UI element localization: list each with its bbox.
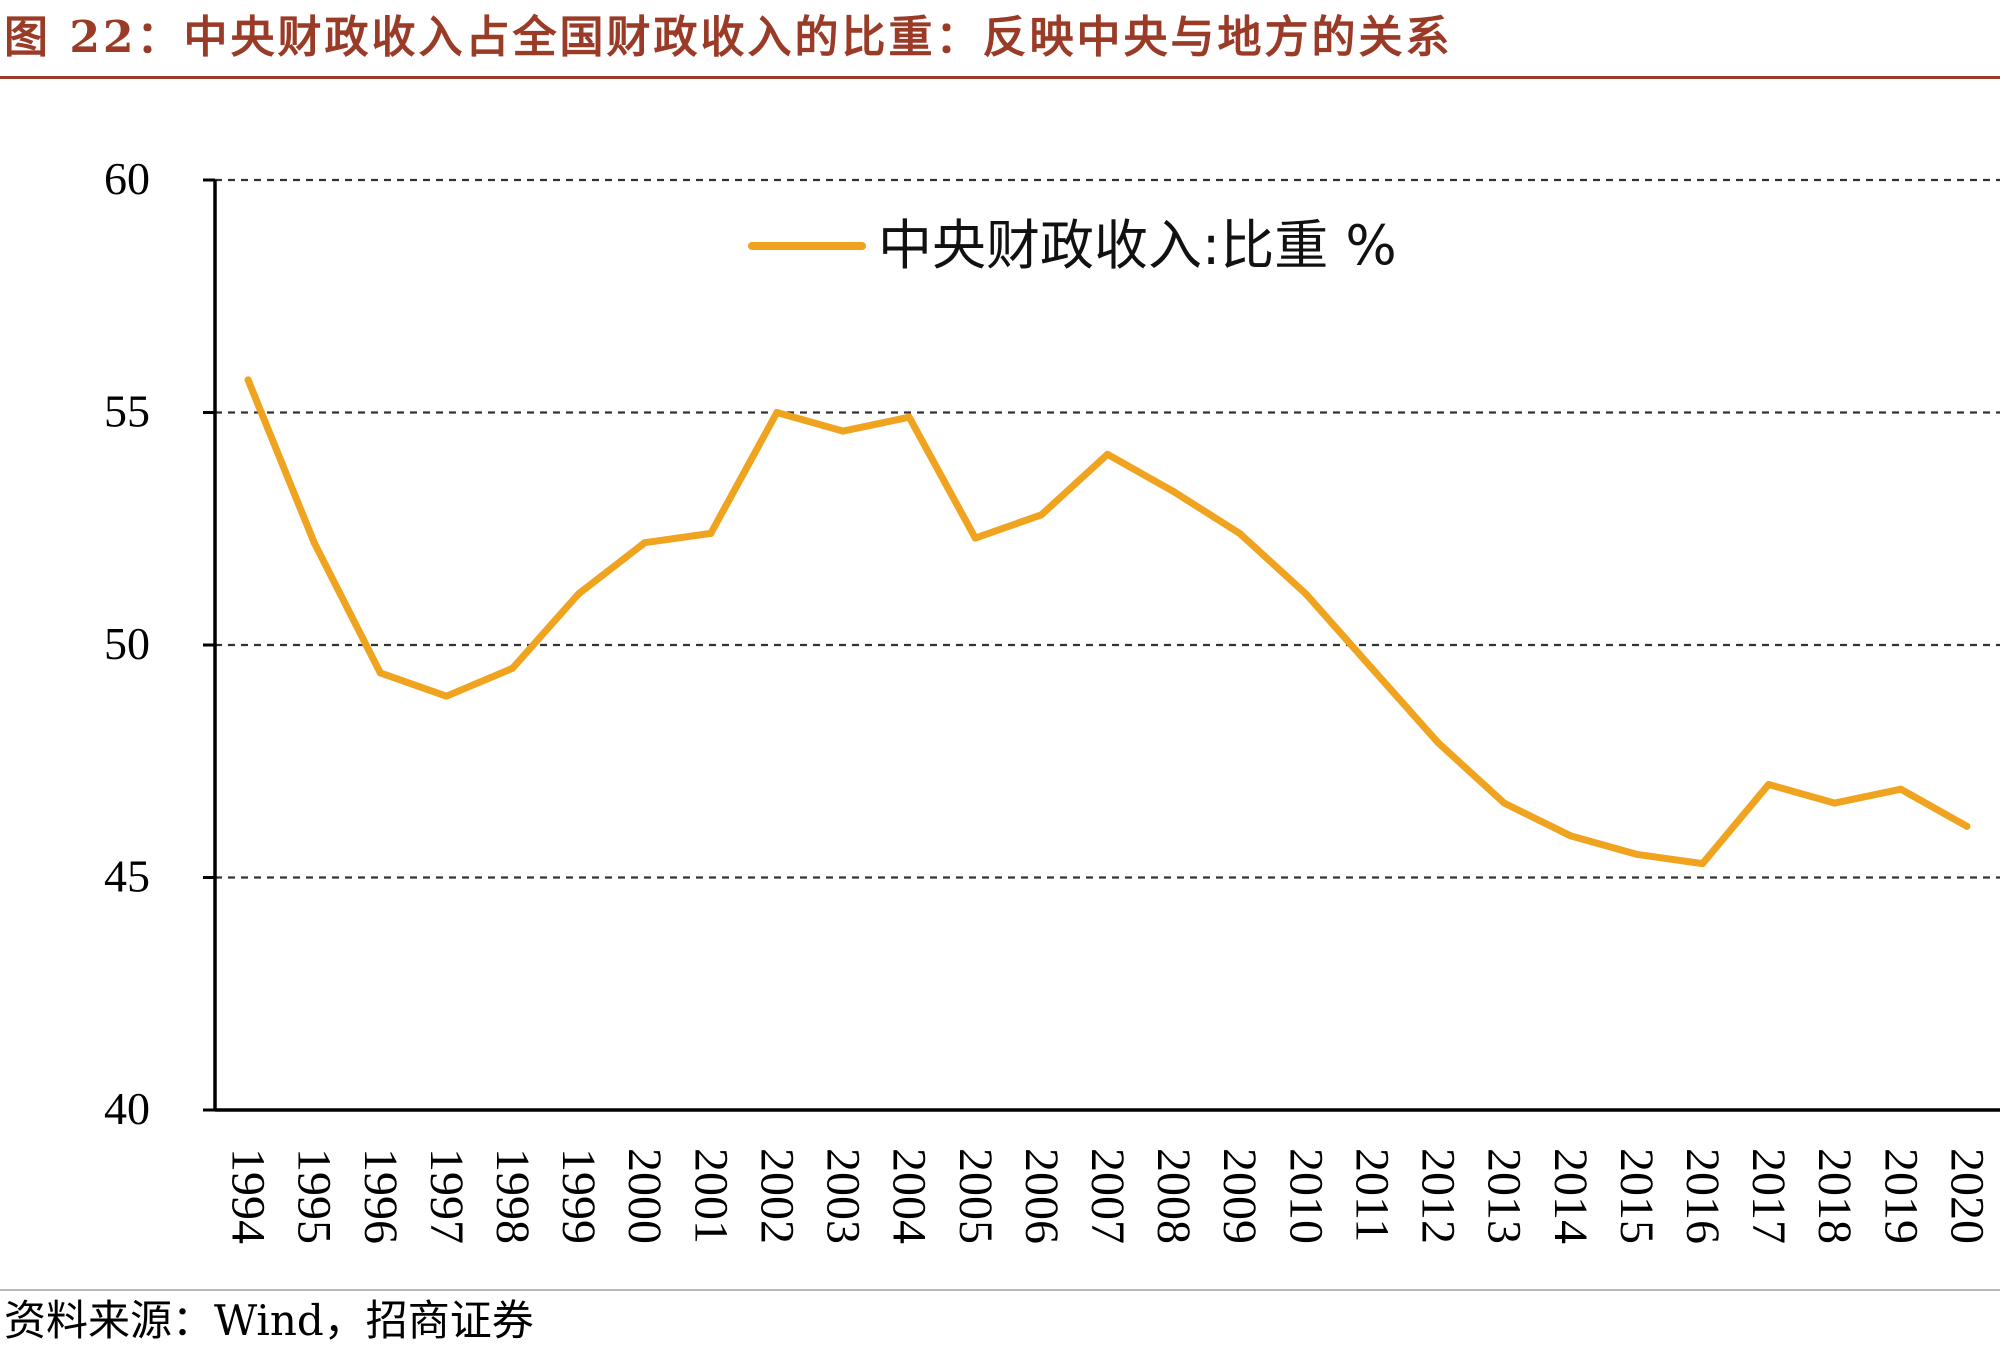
data-point [1302,590,1310,598]
x-tick-label: 2019 [1874,1148,1927,1244]
data-point [244,376,252,384]
x-tick-label: 2008 [1147,1148,1200,1244]
x-tick-label: 2002 [750,1148,803,1244]
data-point [1699,860,1706,868]
data-point [1963,822,1971,830]
y-tick-labels: 40 45 50 55 60 [104,153,150,1134]
x-tick-label: 1994 [222,1148,275,1244]
x-tick-label: 1998 [486,1148,539,1244]
x-tick-label: 2001 [684,1148,737,1244]
x-tick-label: 2004 [883,1148,936,1244]
x-tick-label: 2006 [1015,1148,1068,1244]
axes [203,178,2000,1112]
data-point [1831,799,1839,807]
x-tick-label: 1999 [552,1148,605,1244]
data-point [1104,450,1111,458]
data-point [376,669,384,677]
data-point [1500,799,1508,807]
data-point [1236,529,1244,537]
x-tick-label: 2014 [1544,1148,1597,1244]
data-point [905,413,913,421]
y-tick-label: 45 [104,851,150,902]
data-point [509,664,516,672]
figure-title: 图 22：中央财政收入占全国财政收入的比重：反映中央与地方的关系 [4,12,1453,63]
x-tick-label: 2009 [1213,1148,1266,1244]
data-point [773,409,781,416]
gridlines [215,178,2000,879]
x-tick-labels: 1994 1995 1996 1997 1998 1999 2000 2001 2002 2003… [222,1148,1994,1244]
x-tick-label: 2005 [949,1148,1002,1244]
y-tick-label: 40 [104,1083,150,1134]
x-tick-label: 2017 [1742,1148,1795,1244]
legend: 中央财政收入:比重 % [748,214,1397,277]
x-tick-label: 2013 [1478,1148,1531,1244]
title-divider [0,76,2000,79]
data-point [1434,739,1442,747]
data-point [1170,488,1178,496]
x-tick-label: 2020 [1940,1148,1993,1244]
data-point [1897,785,1905,793]
x-tick-label: 2015 [1610,1148,1663,1244]
x-tick-label: 2010 [1279,1148,1332,1244]
figure-source: 资料来源：Wind，招商证券 [4,1296,534,1345]
series-lines [244,376,1971,868]
x-tick-label: 2012 [1412,1148,1465,1244]
x-tick-label: 1997 [420,1148,473,1244]
data-point [971,534,979,542]
x-tick-label: 2011 [1345,1148,1398,1242]
x-tick-label: 2007 [1081,1148,1134,1244]
data-point [839,427,847,435]
x-tick-label: 2003 [817,1148,870,1244]
source-divider [0,1289,2000,1291]
data-point [1037,511,1045,519]
data-point [641,539,649,547]
legend-label: 中央财政收入:比重 % [878,214,1397,277]
data-point [1632,850,1640,858]
x-tick-label: 1996 [354,1148,407,1244]
x-tick-label: 2018 [1808,1148,1861,1244]
y-tick-label: 50 [104,618,150,669]
y-tick-label: 55 [104,386,150,437]
data-point [442,692,450,700]
y-tick-label: 60 [104,153,150,204]
data-point [310,539,318,547]
data-point [1566,832,1574,840]
x-tick-label: 1995 [288,1148,341,1244]
x-tick-label: 2000 [618,1148,671,1244]
data-point [707,529,715,537]
data-point [1765,781,1773,788]
data-point [575,590,583,598]
data-point [1368,664,1376,672]
x-tick-label: 2016 [1676,1148,1729,1244]
